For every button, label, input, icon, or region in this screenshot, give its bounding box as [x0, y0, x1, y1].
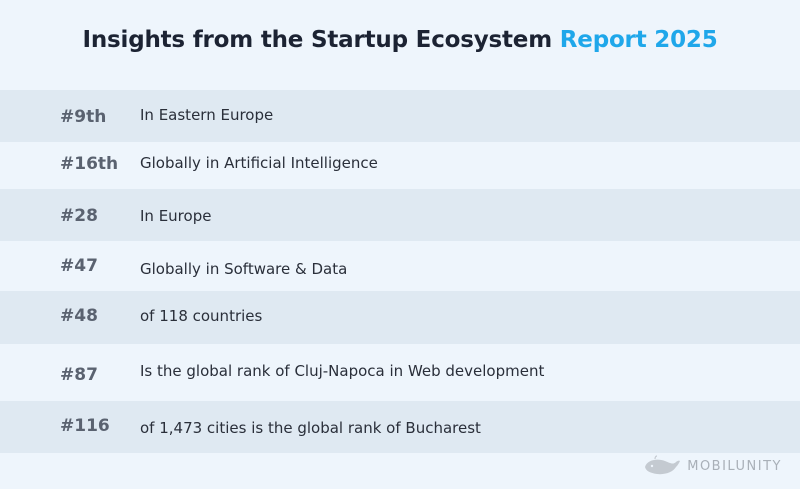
rank-description: of 118 countries [140, 307, 263, 325]
brand-name: MOBILUNITY [687, 458, 782, 474]
title-main: Insights from the Startup Ecosystem [82, 27, 552, 53]
page-title: Insights from the Startup Ecosystem Repo… [0, 27, 800, 53]
whale-logo-icon [645, 455, 681, 475]
rank-label: #47 [60, 256, 98, 276]
table-row: #48 of 118 countries [0, 291, 800, 344]
table-row: #9th In Eastern Europe [0, 90, 800, 142]
table-row: #28 In Europe [0, 189, 800, 241]
rank-description: of 1,473 cities is the global rank of Bu… [140, 419, 481, 437]
rank-description: Globally in Artificial Intelligence [140, 154, 378, 172]
table-row: #116 of 1,473 cities is the global rank … [0, 401, 800, 453]
title-accent: Report 2025 [559, 27, 718, 53]
table-row: #87 Is the global rank of Cluj-Napoca in… [0, 344, 800, 401]
rank-description: In Europe [140, 207, 212, 225]
rank-label: #16th [60, 154, 119, 174]
rank-description: Is the global rank of Cluj-Napoca in Web… [140, 362, 545, 380]
rank-label: #9th [60, 107, 107, 127]
rank-label: #28 [60, 206, 98, 226]
brand-watermark: MOBILUNITY [643, 455, 782, 477]
table-row: #47 Globally in Software & Data [0, 241, 800, 291]
rank-label: #48 [60, 306, 98, 326]
table-row: #16th Globally in Artificial Intelligenc… [0, 142, 800, 189]
rank-description: In Eastern Europe [140, 106, 274, 124]
rank-label: #87 [60, 365, 98, 385]
rank-label: #116 [60, 416, 110, 436]
rank-description: Globally in Software & Data [140, 260, 348, 278]
